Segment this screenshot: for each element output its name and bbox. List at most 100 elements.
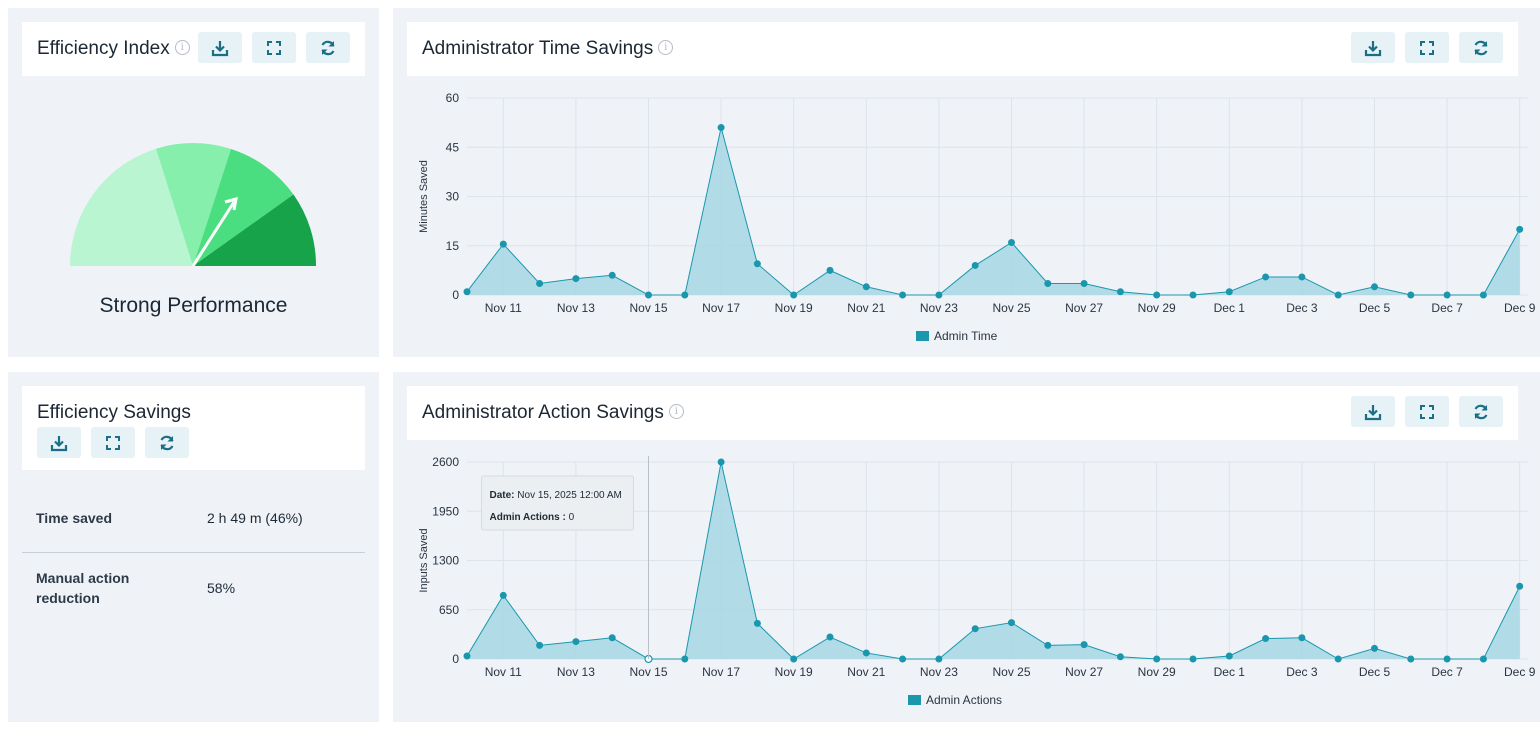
x-tick-label: Dec 7 — [1431, 301, 1463, 315]
data-point[interactable] — [536, 280, 544, 288]
data-point[interactable] — [572, 275, 580, 283]
data-point[interactable] — [1189, 655, 1197, 663]
data-point[interactable] — [1262, 635, 1270, 643]
download-button[interactable] — [1351, 396, 1395, 427]
data-point[interactable] — [1116, 653, 1124, 661]
download-icon — [50, 435, 68, 451]
data-point[interactable] — [536, 641, 544, 649]
time-savings-chart-svg: 0 15 30 45 60 Nov 11 Nov 13 Nov 15 Nov 17 Nov 19 N… — [418, 91, 1536, 343]
data-point[interactable] — [1225, 288, 1233, 296]
download-button[interactable] — [37, 427, 81, 458]
data-point[interactable] — [1116, 288, 1124, 296]
data-point[interactable] — [499, 591, 507, 599]
tooltip-date-label: Date: — [490, 490, 518, 501]
data-point[interactable] — [608, 634, 616, 642]
data-point[interactable] — [1479, 291, 1487, 299]
time-savings-header: Administrator Time Savings i — [407, 22, 1518, 76]
data-point[interactable] — [1516, 582, 1524, 590]
x-tick-label: Nov 25 — [992, 665, 1030, 679]
action-savings-panel: Administrator Action Savings i 0 650 1300 19… — [393, 372, 1540, 722]
data-point[interactable] — [499, 240, 507, 248]
fullscreen-button[interactable] — [91, 427, 135, 458]
data-point[interactable] — [1080, 280, 1088, 288]
data-point[interactable] — [1371, 644, 1378, 652]
x-tick-label: Nov 29 — [1138, 665, 1176, 679]
data-point[interactable] — [1516, 225, 1524, 233]
data-point[interactable] — [1080, 641, 1088, 649]
data-point[interactable] — [681, 291, 689, 299]
data-point[interactable] — [971, 261, 979, 269]
refresh-button[interactable] — [1459, 32, 1503, 63]
data-point[interactable] — [1262, 273, 1270, 281]
data-point[interactable] — [681, 655, 689, 663]
data-point[interactable] — [1479, 655, 1487, 663]
tooltip-box — [481, 475, 634, 531]
data-point[interactable] — [1044, 641, 1052, 649]
action-savings-header: Administrator Action Savings i — [407, 386, 1518, 440]
data-point[interactable] — [862, 649, 870, 657]
data-point[interactable] — [1153, 291, 1161, 299]
info-icon[interactable]: i — [658, 40, 674, 56]
efficiency-index-panel: Efficiency Index i Strong Performance — [8, 8, 379, 357]
download-button[interactable] — [1351, 32, 1395, 63]
data-point[interactable] — [1153, 655, 1161, 663]
data-point[interactable] — [899, 655, 907, 663]
efficiency-savings-title: Efficiency Savings — [37, 402, 191, 423]
data-point[interactable] — [1371, 283, 1378, 291]
data-point[interactable] — [1298, 273, 1306, 281]
data-point[interactable] — [1298, 634, 1306, 642]
data-point[interactable] — [463, 288, 471, 296]
data-point[interactable] — [1407, 291, 1415, 299]
data-point[interactable] — [1443, 291, 1451, 299]
x-tick-label: Nov 17 — [702, 665, 740, 679]
y-tick-label: 30 — [446, 190, 460, 204]
data-point[interactable] — [1189, 291, 1197, 299]
data-point[interactable] — [1334, 291, 1342, 299]
data-point[interactable] — [1443, 655, 1451, 663]
data-point[interactable] — [1008, 619, 1015, 627]
legend-label: Admin Actions — [926, 693, 1002, 707]
data-point[interactable] — [1008, 238, 1015, 246]
data-point[interactable] — [1044, 280, 1052, 288]
data-point[interactable] — [790, 291, 798, 299]
refresh-button[interactable] — [1459, 396, 1503, 427]
x-tick-label: Dec 9 — [1504, 301, 1536, 315]
data-point[interactable] — [899, 291, 907, 299]
data-point[interactable] — [463, 652, 471, 660]
data-point[interactable] — [717, 458, 725, 466]
data-point[interactable] — [572, 638, 580, 646]
x-tick-label: Nov 15 — [629, 301, 667, 315]
download-button[interactable] — [198, 32, 242, 63]
info-icon[interactable]: i — [174, 40, 190, 56]
x-tick-label: Dec 9 — [1504, 665, 1536, 679]
data-point[interactable] — [645, 291, 652, 299]
x-tick-label: Dec 3 — [1286, 301, 1318, 315]
data-point[interactable] — [753, 619, 761, 627]
data-point[interactable] — [790, 655, 798, 663]
fullscreen-button[interactable] — [1405, 32, 1449, 63]
data-point[interactable] — [717, 124, 725, 132]
data-point[interactable] — [935, 291, 943, 299]
refresh-icon — [1474, 404, 1488, 419]
data-point[interactable] — [1225, 652, 1233, 660]
x-tick-label: Dec 5 — [1359, 301, 1391, 315]
data-point[interactable] — [935, 655, 943, 663]
fullscreen-button[interactable] — [1405, 396, 1449, 427]
data-point[interactable] — [862, 283, 870, 291]
refresh-button[interactable] — [306, 32, 350, 63]
data-point[interactable] — [826, 633, 834, 641]
efficiency-index-title-wrap: Efficiency Index i — [37, 38, 190, 60]
data-point[interactable] — [753, 260, 761, 268]
data-point[interactable] — [826, 266, 834, 274]
data-point[interactable] — [971, 625, 979, 633]
refresh-button[interactable] — [145, 427, 189, 458]
data-point[interactable] — [1407, 655, 1415, 663]
data-point[interactable] — [1334, 655, 1342, 663]
y-tick-label: 1300 — [432, 554, 459, 568]
data-point[interactable] — [608, 271, 616, 279]
fullscreen-icon — [1420, 404, 1434, 419]
fullscreen-button[interactable] — [252, 32, 296, 63]
x-tick-label: Nov 19 — [775, 665, 813, 679]
info-icon[interactable]: i — [668, 404, 684, 420]
savings-divider — [22, 552, 365, 553]
